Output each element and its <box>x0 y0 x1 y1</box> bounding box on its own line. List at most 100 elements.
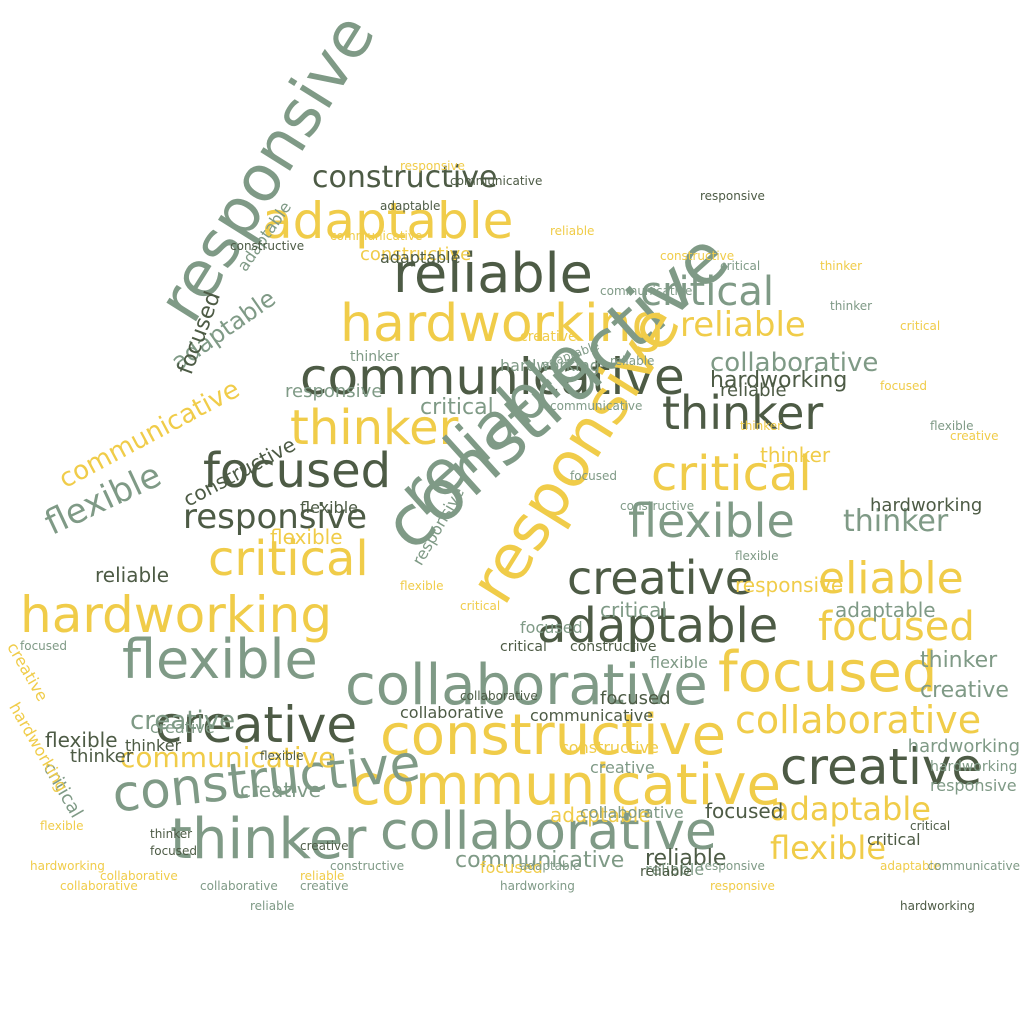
word-communicative: communicative <box>600 284 693 298</box>
word-flexible: flexible <box>930 419 974 433</box>
word-constructive: constructive <box>380 703 727 768</box>
word-thinker: thinker <box>740 419 783 433</box>
word-critical: critical <box>900 319 941 333</box>
word-collaborative: collaborative <box>380 802 717 862</box>
word-flexible: flexible <box>270 525 343 549</box>
word-collaborative: collaborative <box>460 689 538 703</box>
word-creative: creative <box>520 329 577 345</box>
word-responsive: responsive <box>700 859 765 873</box>
word-collaborative: collaborative <box>100 869 178 883</box>
word-communicative: communicative <box>530 706 654 725</box>
word-focused: focused <box>818 604 975 650</box>
word-hardworking: hardworking <box>340 294 665 354</box>
word-creative: creative <box>155 696 358 754</box>
word-flexible: flexible <box>122 628 318 691</box>
word-thinker: thinker <box>290 400 459 456</box>
word-critical: critical <box>420 395 494 420</box>
word-reliable: reliable <box>250 899 295 913</box>
word-responsive: responsive <box>400 159 465 173</box>
word-focused: focused <box>718 640 938 705</box>
word-thinker: thinker <box>150 827 193 841</box>
word-adaptable: adaptable <box>262 192 514 250</box>
word-adaptable: adaptable <box>380 248 461 267</box>
word-critical: critical <box>640 269 774 315</box>
word-focused: focused <box>480 858 543 877</box>
word-collaborative: collaborative <box>710 348 879 378</box>
word-reliable: reliable <box>393 242 593 305</box>
word-hardworking: hardworking <box>870 495 983 516</box>
word-communicative: communicative <box>450 174 543 188</box>
word-focused: focused <box>600 688 671 709</box>
word-flexible: flexible <box>650 653 708 672</box>
word-collaborative: collaborative <box>200 879 278 893</box>
word-creative: creative <box>150 718 215 737</box>
word-hardworking: hardworking <box>30 859 105 873</box>
word-creative: creative <box>920 678 1009 703</box>
word-flexible: flexible <box>628 494 795 548</box>
word-reliable: reliable <box>640 864 692 880</box>
word-creative: creative <box>130 706 236 736</box>
word-critical: critical <box>500 639 547 655</box>
word-eliable: eliable <box>818 553 964 604</box>
word-constructive: constructive <box>312 160 498 195</box>
word-reliable: reliable <box>645 846 727 871</box>
word-hardworking: hardworking <box>930 759 1018 775</box>
word-hardworking: hardworking <box>500 879 575 893</box>
word-hardworking: hardworking <box>20 586 333 644</box>
word-collaborative: collaborative <box>345 653 708 718</box>
word-reliable: reliable <box>645 860 705 879</box>
word-creative: creative <box>950 429 999 443</box>
word-adaptable: adaptable <box>770 790 931 828</box>
word-reliable: reliable <box>550 224 595 238</box>
word-responsive: responsive <box>710 879 775 893</box>
word-constructive: constructive <box>660 249 735 263</box>
word-responsive: responsive <box>183 497 367 537</box>
word-critical: critical <box>867 830 921 849</box>
word-communicative: communicative <box>350 753 781 818</box>
word-focused: focused <box>880 379 928 393</box>
word-thinker: thinker <box>70 746 134 767</box>
word-focused: focused <box>705 799 784 823</box>
word-flexible: flexible <box>770 829 886 867</box>
word-thinker: thinker <box>830 299 873 313</box>
word-flexible: flexible <box>735 549 779 563</box>
word-flexible: flexible <box>260 749 304 763</box>
word-adaptable: adaptable <box>520 859 581 873</box>
word-thinker: thinker <box>170 807 367 872</box>
word-thinker: thinker <box>920 648 998 673</box>
word-reliable: reliable <box>720 380 787 401</box>
word-creative: creative <box>300 879 349 893</box>
word-adaptable: adaptable <box>537 598 779 654</box>
word-hardworking: hardworking <box>900 899 975 913</box>
word-hardworking: hardworking <box>710 368 848 393</box>
word-critical: critical <box>910 819 951 833</box>
word-critical: critical <box>460 599 501 613</box>
word-reliable: reliable <box>610 354 655 368</box>
word-constructive: constructive <box>330 859 405 873</box>
word-focused: focused <box>150 844 198 858</box>
word-thinker: thinker <box>843 504 949 539</box>
word-communicative: communicative <box>455 848 625 873</box>
word-thinker: thinker <box>350 349 400 365</box>
word-adaptable: adaptable <box>835 598 936 622</box>
word-hardworking: hardworking <box>500 356 600 375</box>
word-critical: critical <box>600 598 667 622</box>
word-creative: creative <box>240 778 321 802</box>
word-communicative: communicative <box>120 741 336 774</box>
word-constructive: constructive <box>360 244 472 265</box>
word-collaborative: collaborative <box>735 698 982 742</box>
word-constructive: constructive <box>570 639 657 655</box>
word-focused: focused <box>20 639 68 653</box>
word-constructive: constructive <box>560 738 659 757</box>
word-responsive: responsive <box>735 573 844 597</box>
word-flexible: flexible <box>300 498 358 517</box>
word-reliable: reliable <box>300 869 345 883</box>
word-critical: critical <box>651 446 812 502</box>
word-flexible: flexible <box>40 819 84 833</box>
word-communicative: communicative <box>927 859 1020 873</box>
word-focused: focused <box>203 443 392 499</box>
word-responsive: responsive <box>930 776 1017 795</box>
word-focused: focused <box>570 469 618 483</box>
word-responsive: responsive <box>285 381 383 402</box>
